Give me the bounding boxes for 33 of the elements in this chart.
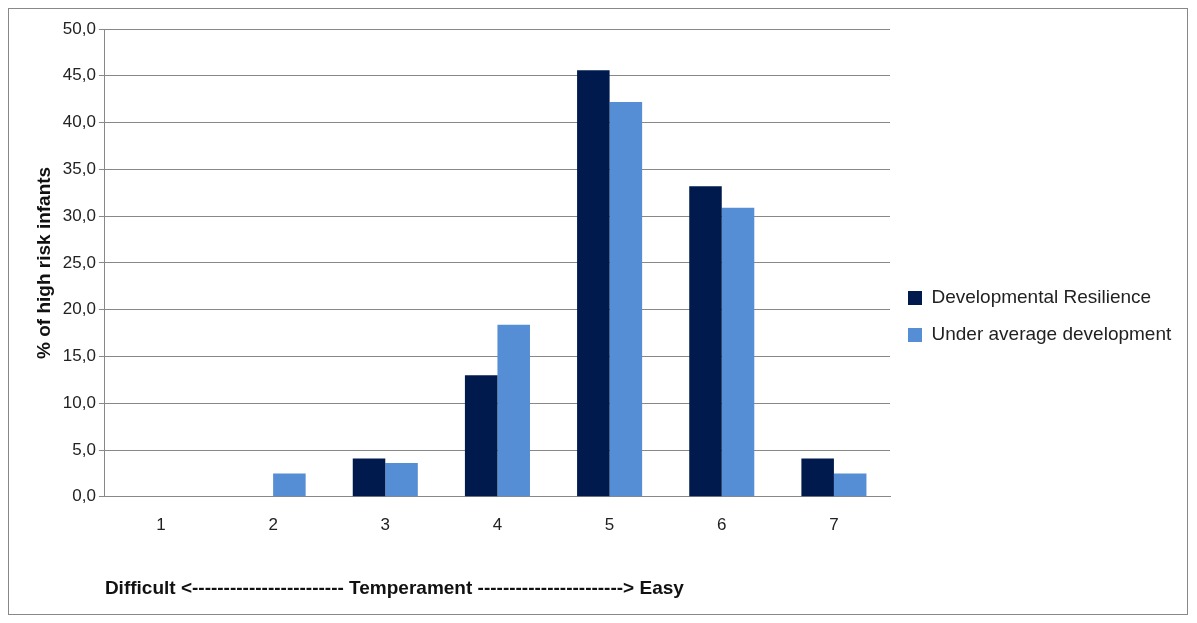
x-tick-label: 3 <box>380 514 391 534</box>
bar <box>273 473 306 497</box>
legend-label: Developmental Resilience <box>931 286 1152 308</box>
x-axis-title: Difficult <------------------------ Temperament -----------------------> Easy <box>104 576 685 598</box>
y-tick-label: 0,0 <box>72 486 96 506</box>
y-tick-label: 35,0 <box>62 159 96 179</box>
bar <box>721 207 755 497</box>
bar <box>352 458 386 497</box>
bar <box>833 473 867 497</box>
y-tick-label: 5,0 <box>72 439 96 459</box>
y-tick-label: 15,0 <box>62 346 96 366</box>
x-tick-label: 6 <box>717 514 727 534</box>
y-tick-label: 30,0 <box>62 205 96 225</box>
y-tick-label: 25,0 <box>62 252 96 272</box>
bar <box>577 70 610 497</box>
y-tick-label: 40,0 <box>62 112 96 132</box>
y-tick-label: 45,0 <box>62 65 96 85</box>
x-tick-label: 1 <box>156 514 166 534</box>
x-tick-label: 4 <box>492 514 503 534</box>
bar <box>385 463 418 497</box>
y-axis-title: % of high risk infants <box>32 166 54 359</box>
bar <box>689 186 722 497</box>
bar <box>609 101 643 497</box>
x-tick-label: 5 <box>604 514 615 534</box>
bar <box>464 375 498 497</box>
bar <box>497 324 530 497</box>
y-tick-label: 50,0 <box>62 18 96 38</box>
x-tick-label: 2 <box>268 514 278 534</box>
legend-label: Under average development <box>931 323 1172 345</box>
y-tick-label: 10,0 <box>62 392 96 412</box>
x-tick-label: 7 <box>829 514 839 534</box>
y-tick-label: 20,0 <box>62 299 96 319</box>
bar <box>801 458 834 497</box>
